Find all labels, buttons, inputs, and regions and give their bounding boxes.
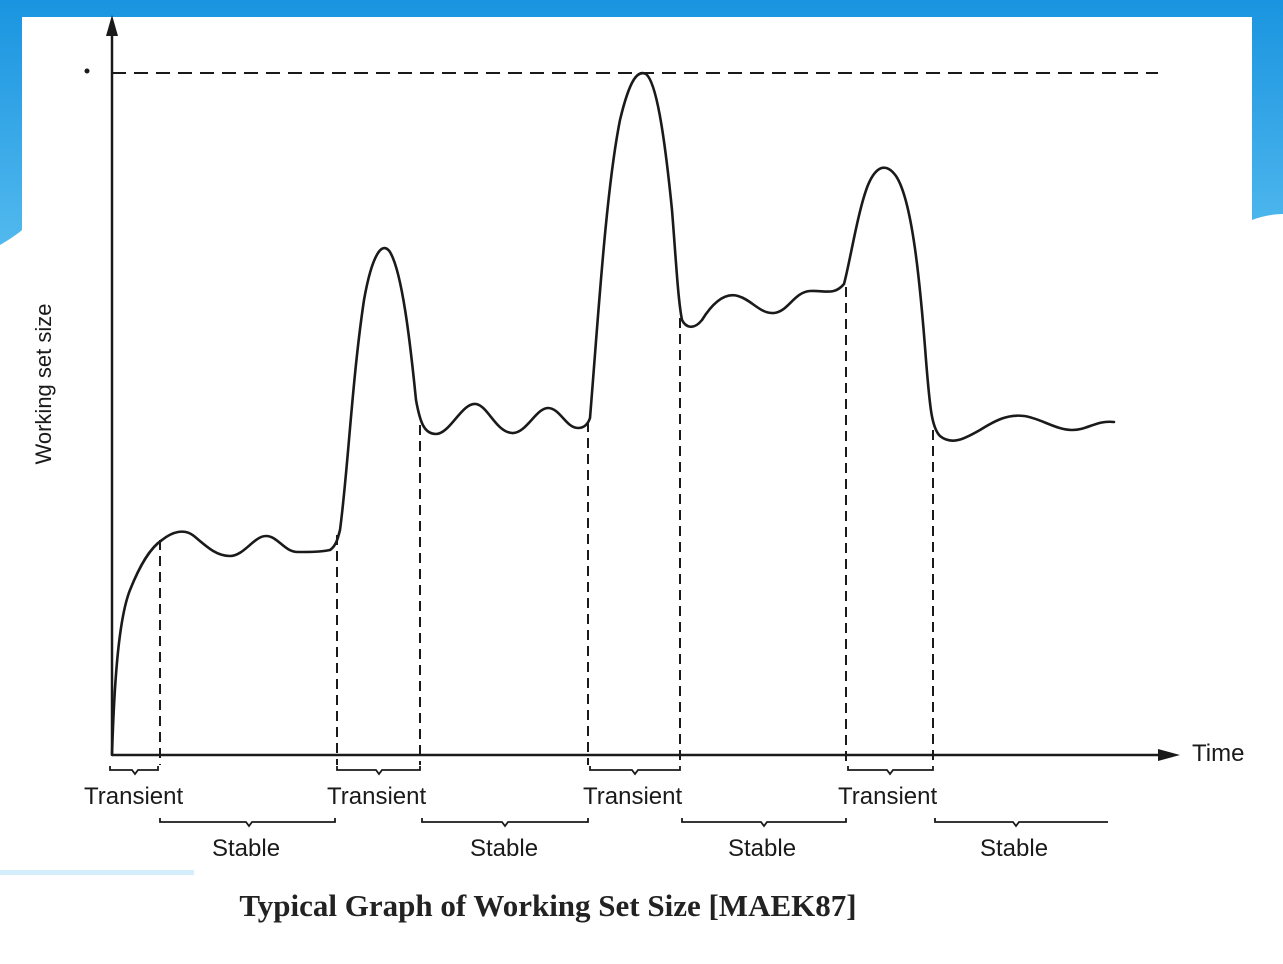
stable-brace [681,818,847,828]
stable-brace [159,818,336,828]
left-swoosh [0,230,22,320]
phase-label-transient: Transient [838,783,938,810]
stable-brace [934,818,1108,828]
decor-line [0,870,194,875]
stable-brace [421,818,589,828]
transient-brace [589,766,681,776]
y-axis-arrow [106,15,118,36]
phase-label-transient: Transient [327,783,427,810]
transient-brace [847,766,934,776]
right-swoosh [1252,214,1283,320]
phase-label-stable: Stable [728,835,797,862]
y-axis-label: Working set size [31,303,56,465]
x-axis-label: Time [1192,740,1245,767]
working-set-curve [110,71,1116,757]
transient-brace [336,766,421,776]
phase-label-transient: Transient [84,783,184,810]
transient-brace [109,766,159,776]
x-axis-arrow [1158,749,1180,761]
figure-caption: Typical Graph of Working Set Size [MAEK8… [239,888,857,923]
phase-label-stable: Stable [212,835,281,862]
phase-label-transient: Transient [583,783,683,810]
max-marker-dot [84,68,90,74]
phase-label-stable: Stable [980,835,1049,862]
phase-label-stable: Stable [470,835,539,862]
